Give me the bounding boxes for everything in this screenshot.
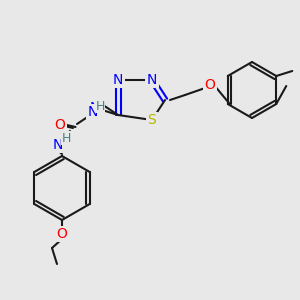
Text: O: O: [57, 227, 68, 241]
Text: H: H: [90, 103, 100, 116]
Text: O: O: [205, 78, 215, 92]
Text: N: N: [147, 73, 157, 87]
Text: N: N: [113, 73, 123, 87]
Text: H: H: [95, 100, 105, 112]
Text: N: N: [90, 101, 100, 115]
Text: N: N: [88, 105, 98, 119]
Text: O: O: [55, 118, 65, 132]
Text: H: H: [61, 131, 71, 145]
Text: S: S: [148, 113, 156, 127]
Text: N: N: [53, 138, 63, 152]
